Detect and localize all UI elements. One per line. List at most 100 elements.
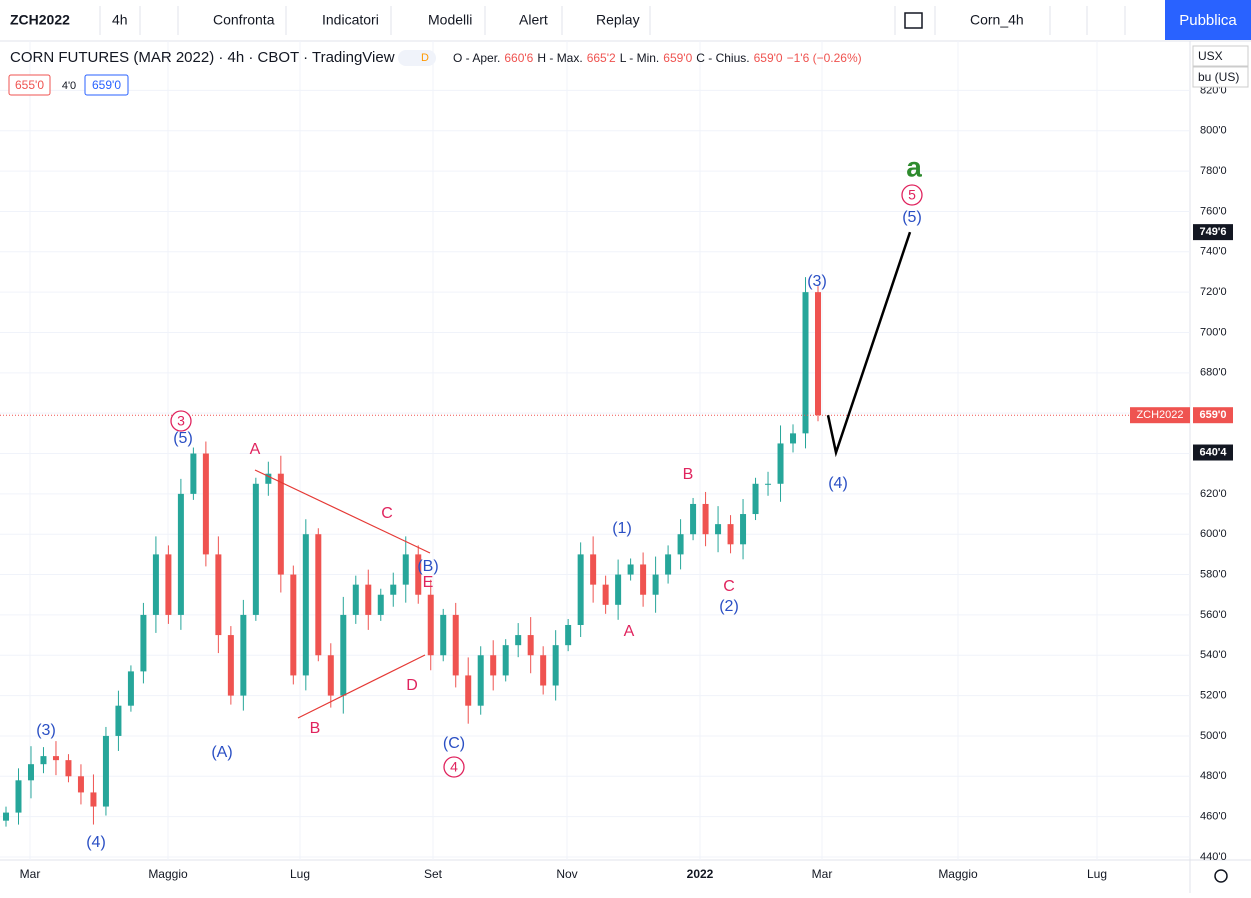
symbol[interactable]: ZCH2022 (10, 12, 70, 28)
candle (152, 554, 159, 615)
wave-label: B (683, 466, 694, 483)
wave-label: A (250, 441, 261, 458)
candle (590, 554, 597, 585)
candle (277, 473, 284, 575)
toolbar-button[interactable]: Indicatori (322, 12, 379, 28)
layout-icon[interactable] (904, 12, 923, 29)
x-tick-label: Maggio (148, 867, 188, 881)
candle (77, 776, 84, 793)
y-tick-label: 780'0 (1200, 165, 1227, 177)
candle (515, 635, 522, 646)
candle (602, 584, 609, 605)
ohlc-open: 660'6 (504, 51, 533, 65)
wave-label: (B) (417, 558, 438, 575)
legend-title: CORN FUTURES (MAR 2022) · 4h · CBOT · Tr… (10, 49, 395, 66)
candle (802, 292, 809, 434)
candle (815, 292, 821, 416)
candle (115, 705, 122, 736)
candle (327, 655, 334, 696)
wave-label: (4) (86, 834, 106, 851)
wave-label: (3) (36, 722, 56, 739)
badge: D (421, 52, 429, 64)
candle (190, 453, 197, 494)
y-tick-label: 540'0 (1200, 649, 1227, 661)
candle (90, 792, 97, 807)
y-tick-label: 720'0 (1200, 286, 1227, 298)
ohlc-high-label: H - Max. (537, 51, 582, 65)
candle (665, 554, 672, 575)
candle (427, 594, 434, 656)
candle (727, 524, 734, 545)
wave-circle (443, 756, 465, 778)
y-tick-label: 580'0 (1200, 568, 1227, 580)
candle (390, 584, 397, 595)
publish-label[interactable]: Pubblica (1179, 12, 1237, 29)
candle (565, 624, 572, 646)
bid[interactable]: 655'0 (15, 78, 44, 92)
toolbar-button[interactable]: Alert (519, 12, 548, 28)
candle (252, 483, 259, 615)
ohlc-open-label: O - Aper. (453, 51, 500, 65)
candle (490, 655, 497, 676)
ask-box[interactable] (84, 74, 129, 96)
candle (765, 483, 772, 485)
price-label-box (1193, 407, 1233, 424)
candle (215, 554, 222, 636)
wave-label: A (624, 623, 635, 640)
price-label: 749'6 (1199, 226, 1226, 238)
y-tick-label: 740'0 (1200, 246, 1227, 258)
candle (540, 655, 547, 686)
wave-label: 4 (450, 759, 458, 775)
wave-label: (A) (211, 744, 232, 761)
layout-name[interactable]: Corn_4h (970, 12, 1024, 28)
currency[interactable]: USX (1198, 49, 1223, 63)
unit[interactable]: bu (US) (1198, 70, 1239, 84)
wave-label: (5) (902, 209, 922, 226)
y-tick-label: 560'0 (1200, 609, 1227, 621)
x-tick-label: Maggio (938, 867, 978, 881)
x-tick-label: Mar (20, 867, 41, 881)
bid-box[interactable] (8, 74, 51, 96)
y-tick-label: 700'0 (1200, 326, 1227, 338)
candle (27, 764, 34, 781)
ohlc-close-label: C - Chius. (696, 51, 749, 65)
candle (715, 524, 722, 535)
candle (415, 554, 422, 595)
toolbar-button[interactable]: Modelli (428, 12, 472, 28)
publish-button[interactable] (1165, 0, 1251, 40)
y-tick-label: 620'0 (1200, 488, 1227, 500)
settings-icon[interactable] (1214, 869, 1228, 883)
interval[interactable]: 4h (112, 12, 128, 28)
candle (177, 493, 184, 615)
unit-select[interactable] (1192, 66, 1249, 88)
wave-label: (1) (612, 520, 632, 537)
candle (15, 780, 22, 813)
y-tick-label: 500'0 (1200, 730, 1227, 742)
toolbar-button[interactable]: Confronta (213, 12, 275, 28)
candle (202, 453, 209, 555)
candle (402, 554, 409, 585)
candle (165, 554, 172, 615)
candle (140, 614, 147, 672)
wave-label: 3 (177, 413, 185, 429)
candle (377, 594, 384, 615)
x-tick-label: Lug (290, 867, 310, 881)
wave-label: C (381, 505, 393, 522)
candle (740, 514, 747, 545)
candle (702, 503, 709, 535)
candle (577, 554, 584, 625)
candle (677, 534, 684, 555)
candle (290, 574, 297, 676)
candle (52, 756, 59, 761)
currency-select[interactable] (1192, 45, 1249, 67)
ohlc-low: 659'0 (663, 51, 692, 65)
ask[interactable]: 659'0 (92, 78, 121, 92)
x-tick-label: Lug (1087, 867, 1107, 881)
toolbar-button[interactable]: Replay (596, 12, 640, 28)
wave-label: D (406, 677, 418, 694)
symbol-label: ZCH2022 (1136, 409, 1183, 421)
candle (552, 645, 559, 686)
candle (477, 655, 484, 706)
wave-label: a (906, 151, 922, 182)
